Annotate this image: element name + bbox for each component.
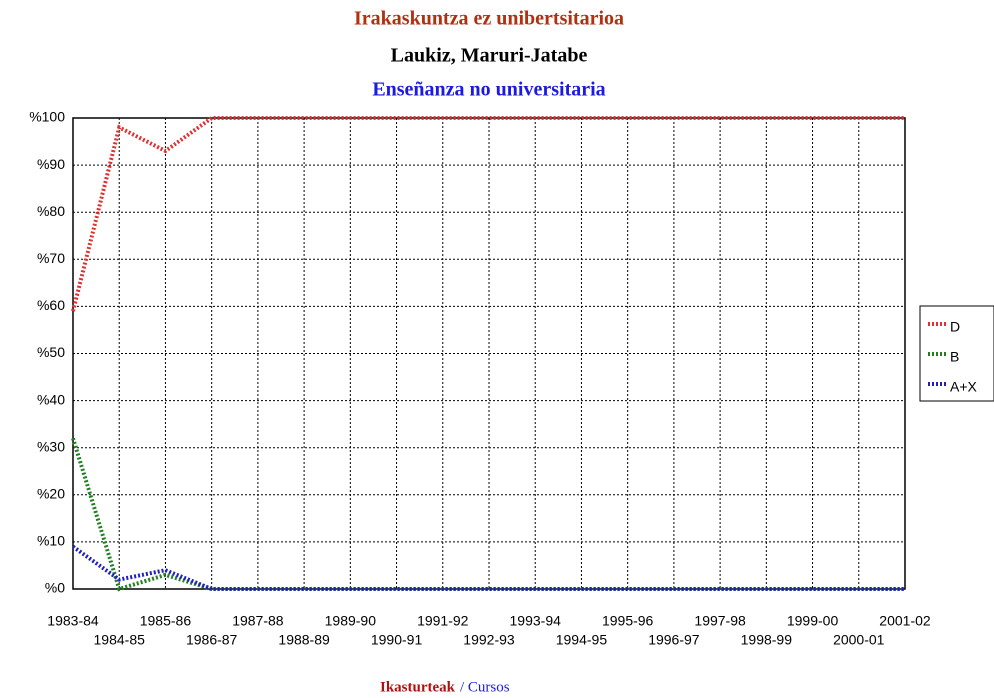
y-tick-label: %60 [37, 297, 65, 313]
x-tick-label: 1997-98 [694, 613, 746, 629]
y-tick-label: %20 [37, 486, 65, 502]
x-tick-label: 1991-92 [417, 613, 469, 629]
x-tick-label: 1984-85 [94, 632, 146, 648]
x-tick-label: 1998-99 [741, 632, 793, 648]
x-tick-label: 1995-96 [602, 613, 654, 629]
chart-subtitle: Enseñanza no universitaria [372, 79, 605, 101]
legend-label: D [950, 319, 960, 335]
chart-subtitle: Laukiz, Maruri-Jatabe [391, 45, 588, 67]
series-line [71, 116, 905, 312]
x-tick-label: 1986-87 [186, 632, 238, 648]
y-tick-label: %50 [37, 344, 65, 360]
x-tick-label: 1996-97 [648, 632, 700, 648]
x-tick-label: 1999-00 [787, 613, 839, 629]
x-axis-label: Ikasturteak [380, 679, 456, 693]
x-tick-label: 1985-86 [140, 613, 192, 629]
y-tick-label: %0 [45, 580, 65, 596]
x-tick-label: 1994-95 [556, 632, 608, 648]
y-tick-label: %40 [37, 391, 65, 407]
x-tick-label: 1983-84 [47, 613, 99, 629]
y-tick-label: %100 [29, 109, 65, 125]
x-axis-label: / Cursos [460, 679, 510, 693]
x-tick-label: 1992-93 [463, 632, 515, 648]
legend-label: A+X [950, 379, 978, 395]
x-tick-label: 2001-02 [879, 613, 931, 629]
x-tick-label: 1993-94 [510, 613, 562, 629]
legend-label: B [950, 349, 959, 365]
x-tick-label: 2000-01 [833, 632, 885, 648]
series-line [71, 544, 905, 591]
chart-title: Irakaskuntza ez unibertsitarioa [354, 8, 624, 30]
x-tick-label: 1990-91 [371, 632, 423, 648]
y-tick-label: %80 [37, 203, 65, 219]
y-tick-label: %90 [37, 156, 65, 172]
y-tick-label: %30 [37, 438, 65, 454]
x-tick-label: 1989-90 [325, 613, 377, 629]
x-tick-label: 1987-88 [232, 613, 284, 629]
y-tick-label: %10 [37, 533, 65, 549]
plot-frame [72, 117, 906, 590]
y-tick-label: %70 [37, 250, 65, 266]
x-tick-label: 1988-89 [278, 632, 330, 648]
